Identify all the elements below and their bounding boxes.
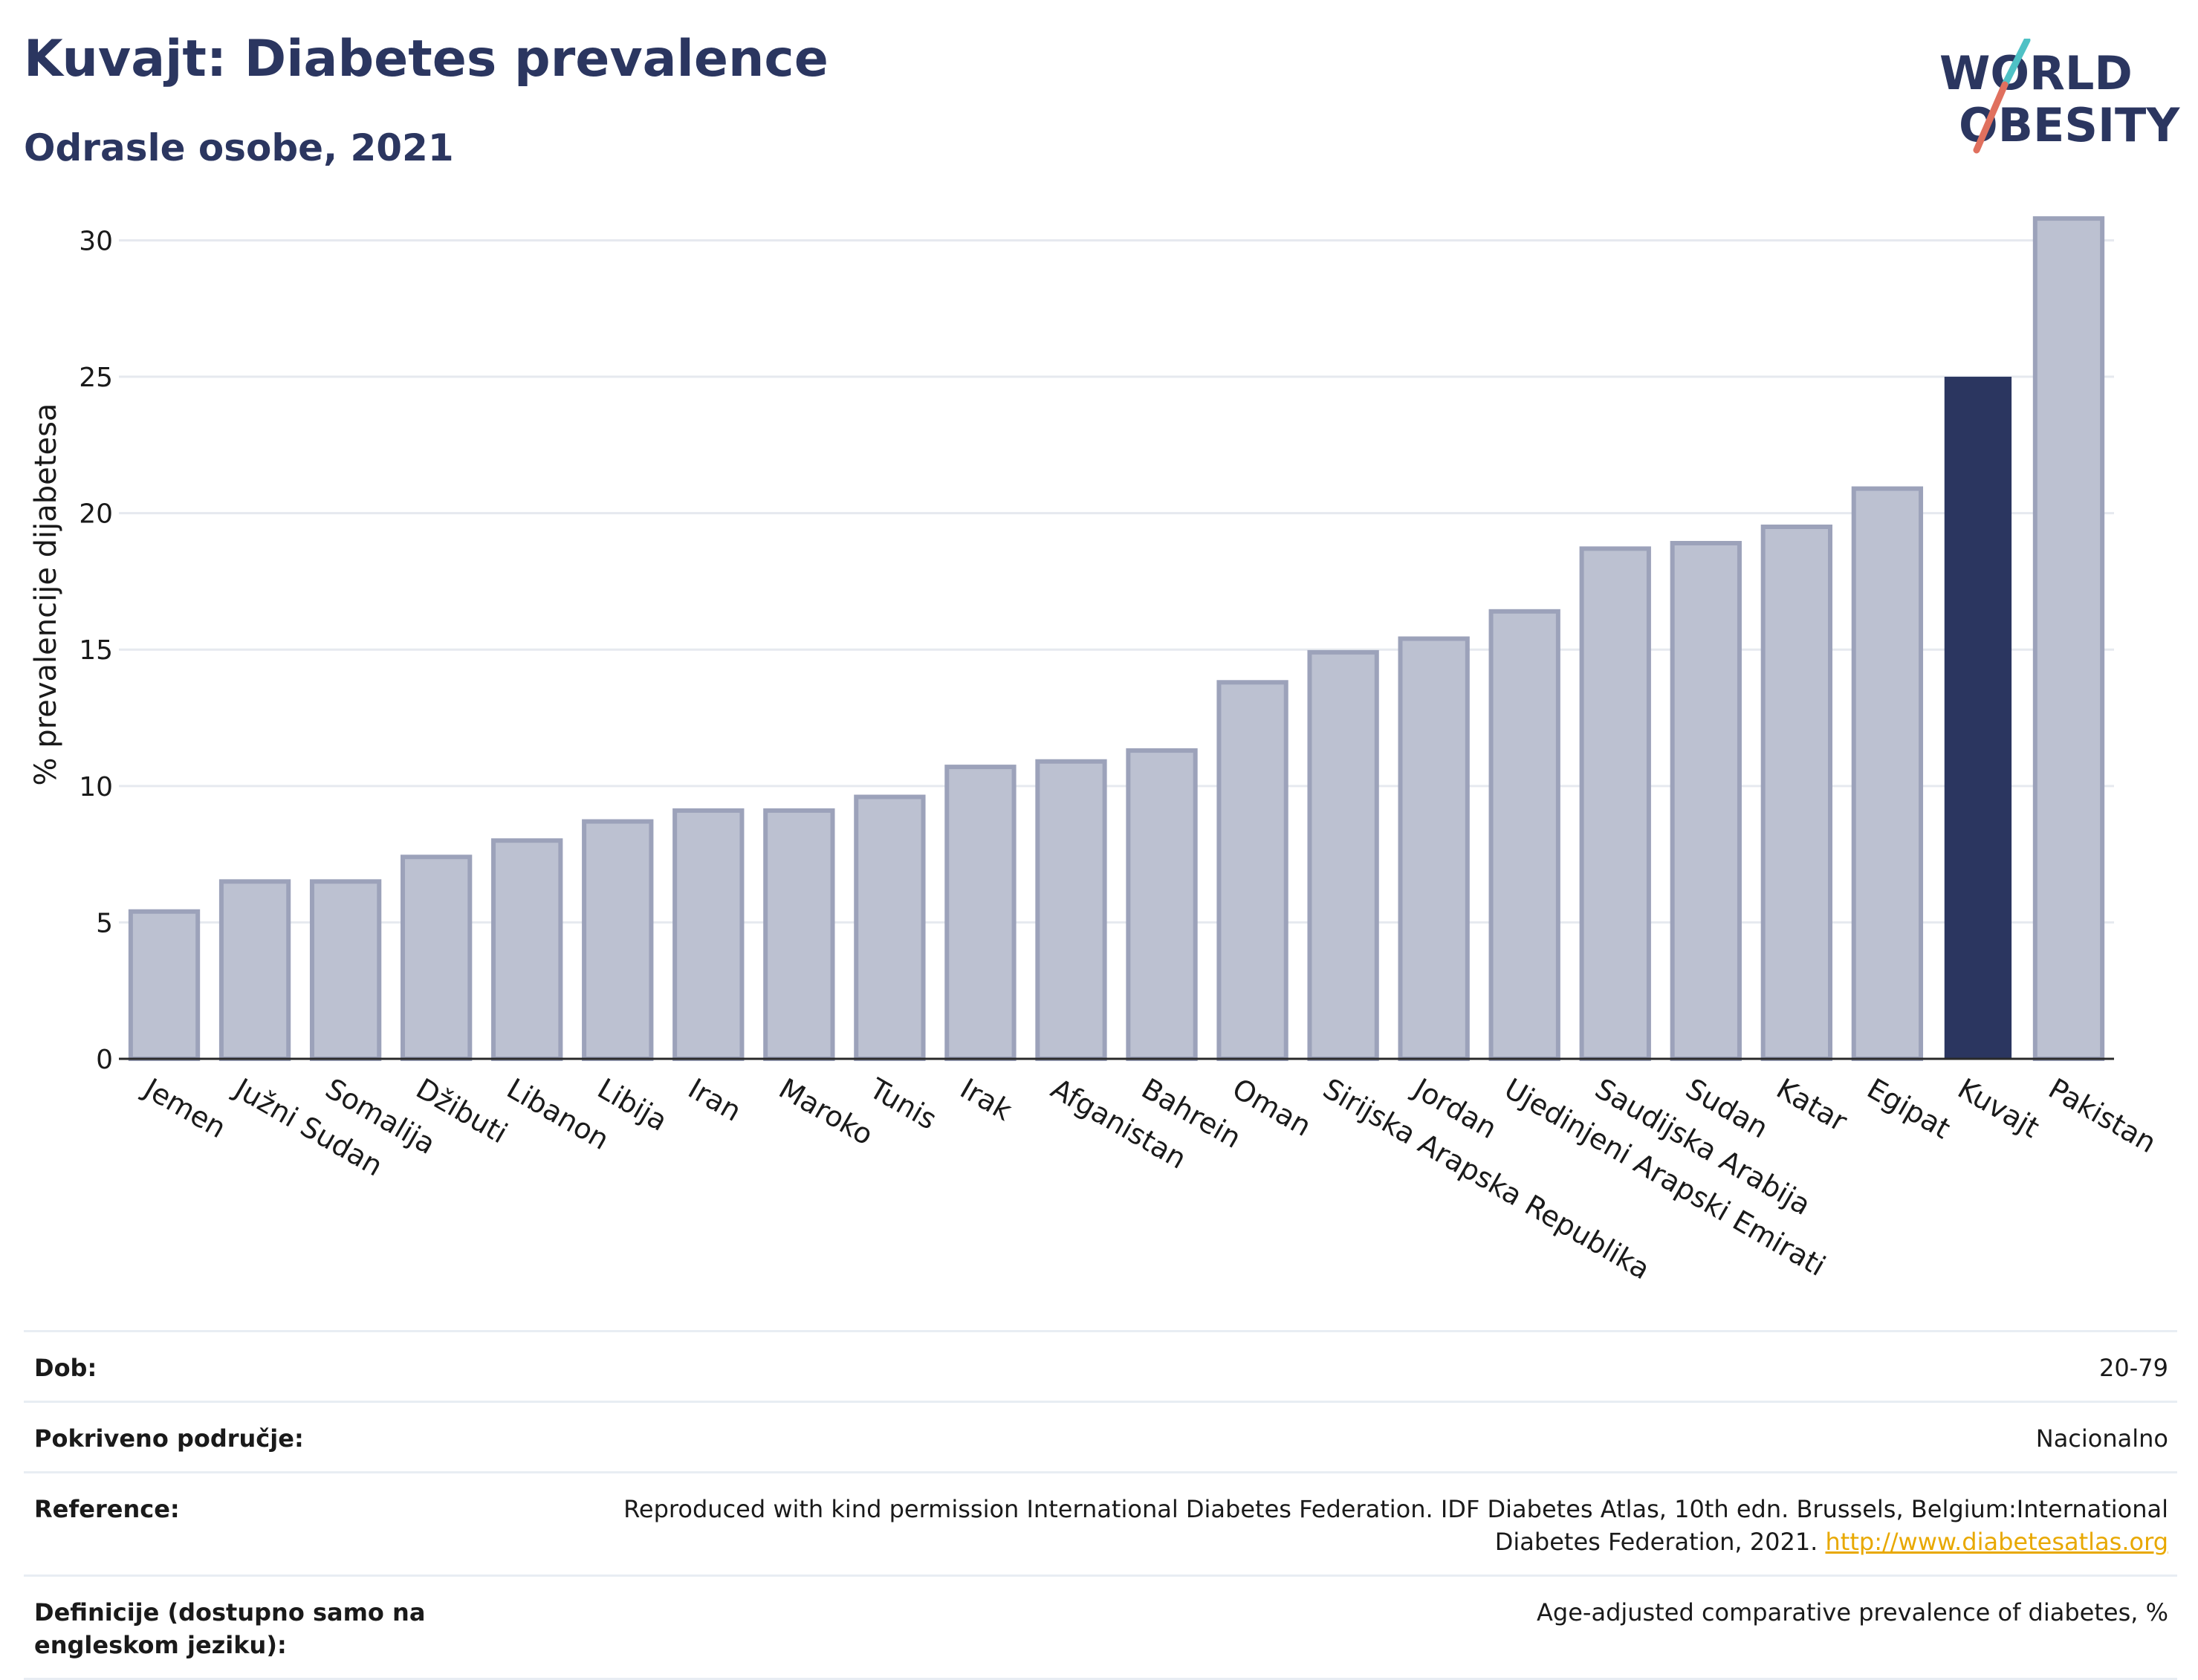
x-tick-label: Jemen <box>137 1071 232 1145</box>
x-tick-label: Libanon <box>502 1072 615 1156</box>
info-row: Reference: Reproduced with kind permissio… <box>24 1471 2177 1574</box>
bar-džibuti <box>401 854 473 1061</box>
bar-sudan <box>1670 541 1742 1061</box>
bar-kuvajt <box>1944 377 2012 1059</box>
y-tick-label: 10 <box>79 772 113 802</box>
y-axis-title: % prevalencije dijabetesa <box>29 403 63 786</box>
x-tick-label: Maroko <box>774 1072 879 1152</box>
y-tick-label: 30 <box>79 226 113 256</box>
info-row: Dob: 20-79 <box>24 1330 2177 1401</box>
bar-iran <box>672 808 745 1061</box>
x-tick-label: Egipat <box>1861 1072 1956 1146</box>
bar-somalija <box>309 879 382 1061</box>
logo-line1: WORLD <box>1939 46 2133 100</box>
y-tick-label: 15 <box>79 635 113 666</box>
info-value: Reproduced with kind permission Internat… <box>623 1495 2168 1556</box>
bar-ujedinjeni-arapski-emirati <box>1488 609 1560 1061</box>
y-tick-label: 20 <box>79 499 113 530</box>
bar-sirijska-arapska-republika <box>1307 649 1379 1061</box>
chart-title: Kuvajt: Diabetes prevalence <box>24 30 829 88</box>
bar-afganistan <box>1035 759 1107 1061</box>
reference-link[interactable]: http://www.diabetesatlas.org <box>1825 1528 2168 1556</box>
bars <box>128 216 2105 1061</box>
y-tick-label: 25 <box>79 363 113 393</box>
bar-bahrein <box>1126 748 1198 1061</box>
bar-irak <box>944 765 1017 1061</box>
bar-saudijska-arabija <box>1579 546 1651 1061</box>
x-tick-label: Pakistan <box>2043 1072 2162 1160</box>
y-tick-label: 5 <box>96 908 113 938</box>
info-key: Pokriveno područje: <box>34 1424 304 1453</box>
bar-tunis <box>854 794 926 1061</box>
info-value: Nacionalno <box>2035 1424 2168 1453</box>
x-tick-label: Iran <box>683 1072 747 1128</box>
info-row: Definicije (dostupno samo na engleskom j… <box>24 1574 2177 1680</box>
info-row: Pokriveno područje: Nacionalno <box>24 1401 2177 1471</box>
bar-oman <box>1216 680 1288 1061</box>
info-table: Dob: 20-79 Pokriveno područje: Nacionalno Re… <box>24 1330 2177 1680</box>
bar-jordan <box>1398 636 1470 1061</box>
bar-katar <box>1760 524 1832 1061</box>
info-key: Reference: <box>34 1495 180 1523</box>
x-tick-label: Kuvajt <box>1952 1072 2044 1144</box>
bar-libija <box>582 819 654 1061</box>
chart-subtitle: Odrasle osobe, 2021 <box>24 126 454 169</box>
world-obesity-logo: WORLD OBESITY <box>1939 39 2180 154</box>
bar-maroko <box>763 808 835 1061</box>
y-tick-label: 0 <box>96 1045 113 1075</box>
info-key: Dob: <box>34 1354 97 1382</box>
bar-libanon <box>491 838 563 1061</box>
bar-egipat <box>1851 486 1924 1061</box>
bar-južni-sudan <box>218 879 291 1061</box>
info-value: Age-adjusted comparative prevalence of d… <box>1537 1598 2168 1627</box>
bar-jemen <box>128 909 201 1061</box>
info-value: 20-79 <box>2099 1354 2168 1382</box>
x-tick-label: Katar <box>1771 1072 1852 1138</box>
x-tick-label: Irak <box>955 1072 1017 1127</box>
bar-pakistan <box>2032 216 2105 1061</box>
info-key: Definicije (dostupno samo na engleskom j… <box>34 1598 426 1659</box>
